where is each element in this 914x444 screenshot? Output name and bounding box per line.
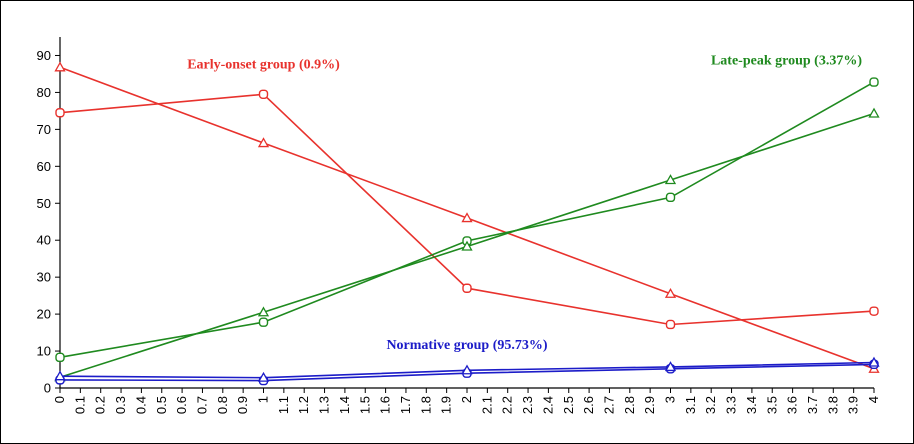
data-point-marker [868,356,880,367]
data-point-marker [461,364,473,375]
series-3 [54,107,880,382]
data-point-marker [257,137,270,148]
x-tick-label: 3.6 [785,396,800,414]
data-point-marker [257,306,270,317]
x-tick-label: 2.9 [642,396,657,414]
data-point-marker [869,306,879,316]
x-tick-label: 2 [459,396,474,403]
y-tick-label: 90 [37,48,51,63]
x-tick-label: 1.9 [439,396,454,414]
x-tick-label: 0.5 [154,396,169,414]
series-5 [54,356,880,382]
data-point-marker [462,283,472,293]
x-tick-label: 0.9 [235,396,250,414]
x-tick-label: 2.7 [601,396,616,414]
x-tick-label: 1.1 [276,396,291,414]
annotation-late-peak: Late-peak group (3.37%) [711,54,862,69]
x-tick-label: 0.8 [215,396,230,414]
x-tick-label: 3.5 [764,396,779,414]
x-tick-label: 3 [663,396,678,403]
data-point-marker [55,108,65,118]
x-tick-label: 0.6 [174,396,189,414]
series-layer [54,61,880,386]
data-point-marker [54,370,66,381]
x-tick-label: 1.3 [317,396,332,414]
x-tick-label: 0.2 [93,396,108,414]
y-tick-label: 60 [37,159,51,174]
y-tick-label: 40 [37,233,51,248]
data-point-marker [461,240,473,251]
x-tick-label: 3.4 [744,396,759,414]
data-point-marker [665,192,676,203]
y-tick-label: 70 [37,122,51,137]
x-tick-label: 2.3 [520,396,535,414]
series-1 [54,61,880,373]
y-tick-label: 80 [37,85,51,100]
y-tick-label: 10 [37,344,51,359]
x-tick-label: 4 [866,396,881,403]
x-tick-label: 0.4 [133,396,148,414]
x-tick-label: 1.5 [357,396,372,414]
x-tick-label: 2.6 [581,396,596,414]
x-tick-label: 3.8 [825,396,840,414]
y-tick-label: 20 [37,307,51,322]
data-point-marker [55,352,65,363]
x-tick-label: 0.3 [113,396,128,414]
x-tick-label: 3.3 [724,396,739,414]
data-point-marker [258,317,269,327]
data-point-marker [461,212,473,223]
data-point-marker [868,107,880,118]
y-tick-label: 30 [37,270,51,285]
x-tick-label: 1.2 [296,396,311,414]
x-tick-label: 2.8 [622,396,637,414]
x-tick-label: 1.7 [398,396,413,414]
data-point-marker [54,61,66,72]
x-tick-label: 0.1 [72,396,87,414]
series-0 [55,89,879,330]
data-point-marker [257,371,270,382]
x-tick-label: 2.4 [540,396,555,414]
x-tick-label: 1.6 [378,396,393,414]
x-tick-label: 2.2 [500,396,515,414]
data-point-marker [869,77,879,87]
x-tick-label: 3.9 [846,396,861,414]
data-point-marker [664,174,677,185]
x-tick-label: 3.1 [683,396,698,414]
data-point-marker [258,89,269,99]
x-tick-label: 1.8 [418,396,433,414]
annotation-layer: Early-onset group (0.9%) Late-peak group… [187,54,862,353]
x-tick-label: 2.1 [479,396,494,414]
x-tick-label: 1 [256,396,271,403]
x-tick-label: 1.4 [337,396,352,414]
x-tick-label: 0 [52,396,67,403]
y-tick-label: 50 [37,196,51,211]
y-tick-label: 0 [44,381,51,396]
x-tick-label: 3.2 [703,396,718,414]
x-tick-label: 3.7 [805,396,820,414]
annotation-early-onset: Early-onset group (0.9%) [187,57,340,72]
axes: 0 10 20 30 40 50 60 70 80 90 0 0.1 0.2 0.3 0.4 0.5 0.6 0.… [37,37,881,414]
x-tick-label: 0.7 [194,396,209,414]
data-point-marker [664,361,677,372]
annotation-normative: Normative group (95.73%) [386,338,547,353]
data-point-marker [664,287,677,298]
x-tick-label: 2.5 [561,396,576,414]
data-point-marker [665,319,676,330]
